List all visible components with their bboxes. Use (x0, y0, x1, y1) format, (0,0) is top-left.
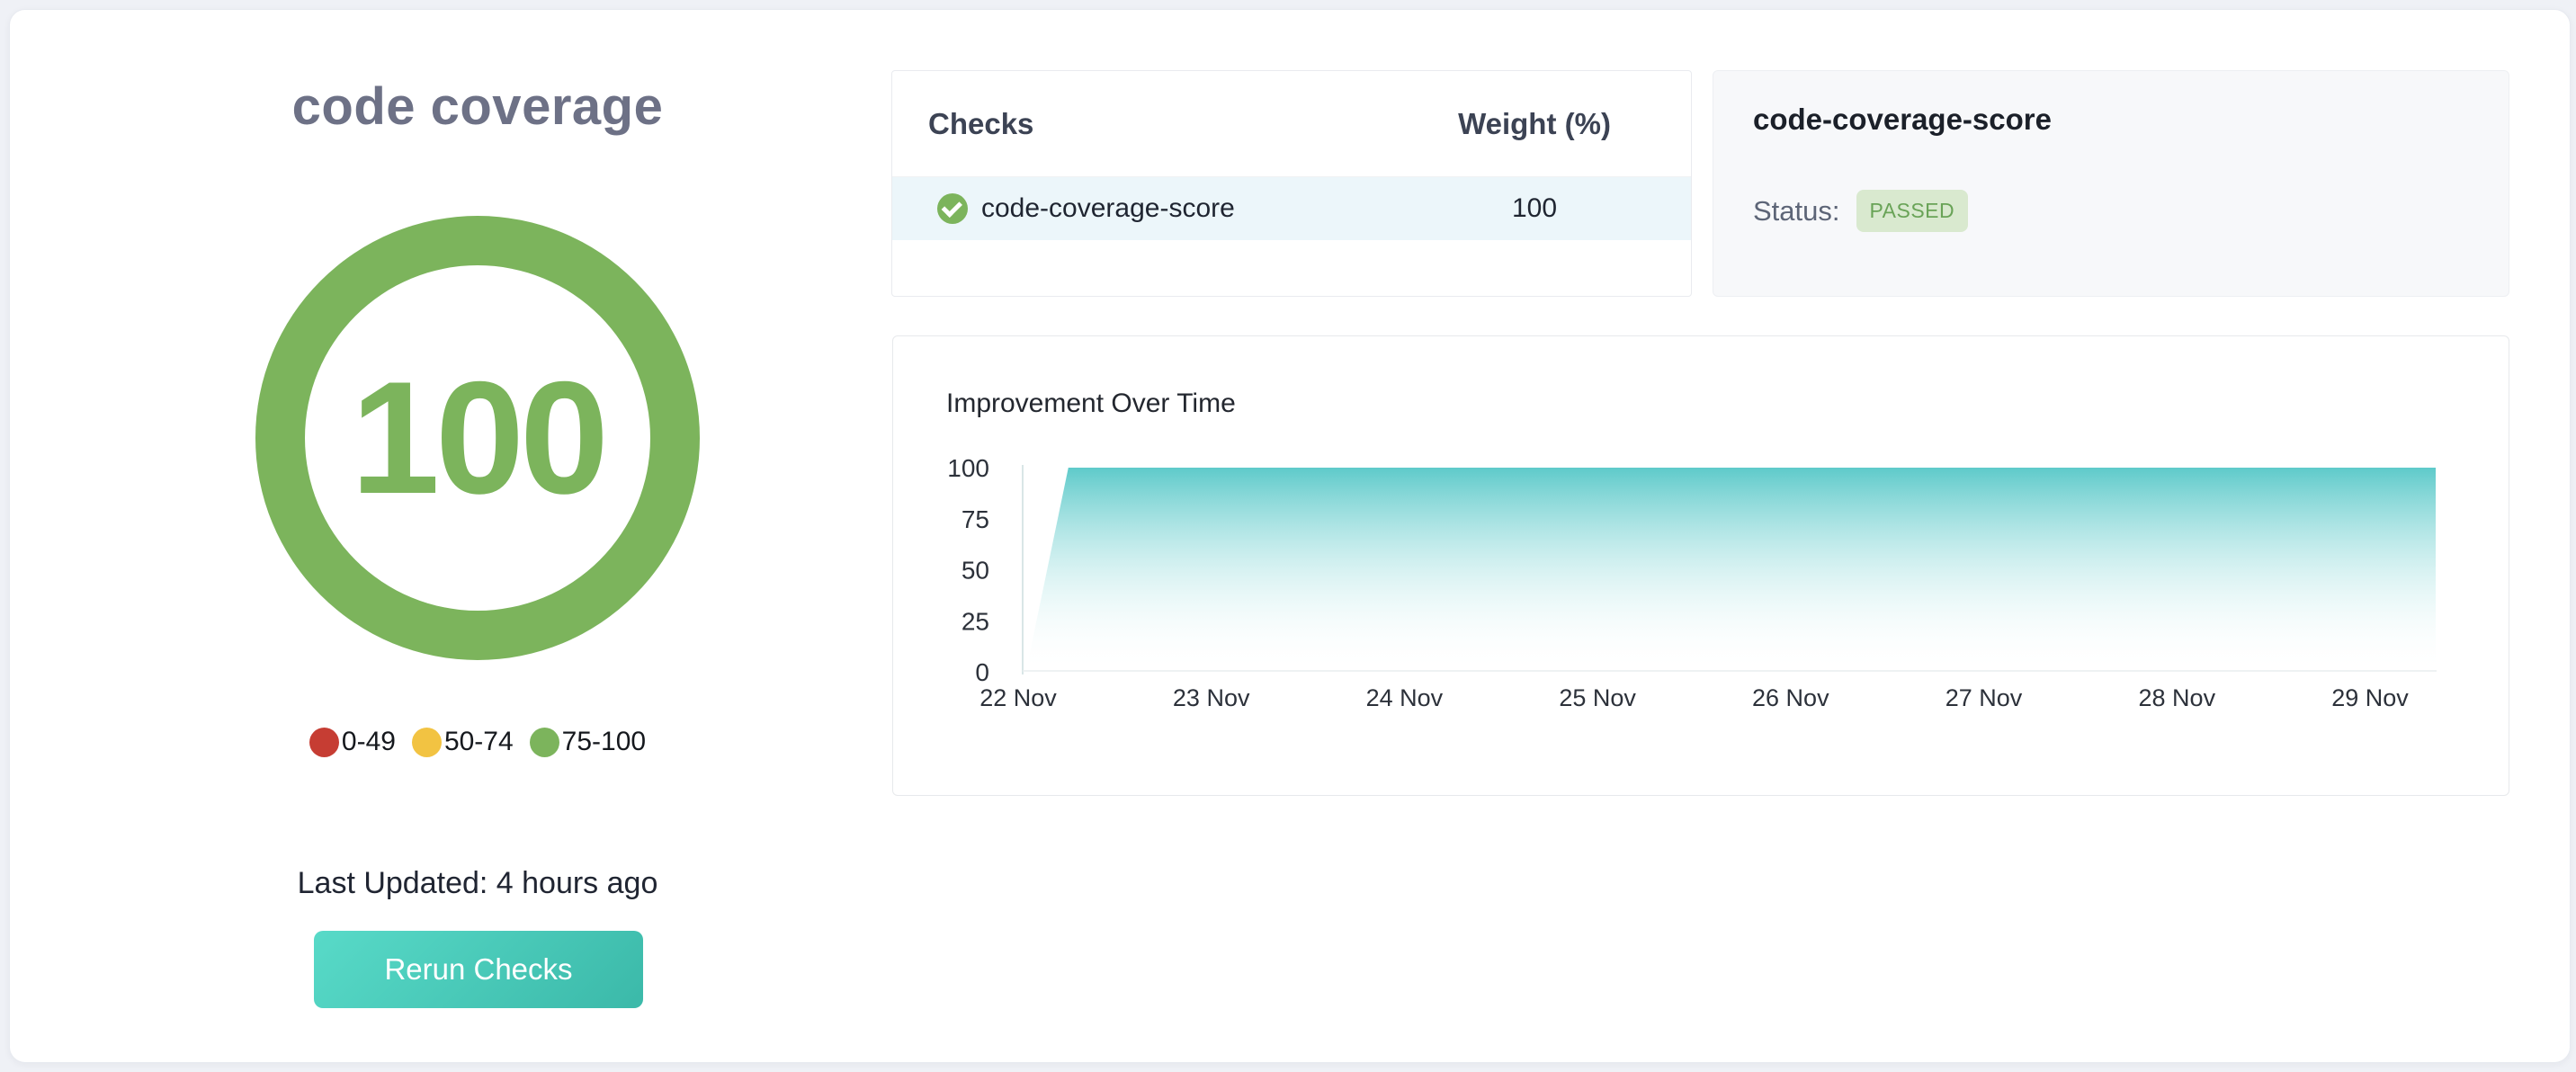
svg-text:23 Nov: 23 Nov (1173, 684, 1250, 711)
legend-item-high: 75-100 (529, 727, 647, 757)
svg-text:28 Nov: 28 Nov (2139, 684, 2216, 711)
check-detail-panel: code-coverage-score Status: PASSED (1713, 70, 2509, 297)
status-label: Status: (1753, 194, 1840, 227)
svg-text:0: 0 (975, 658, 989, 686)
checks-table-header: Checks Weight (%) (892, 71, 1691, 177)
score-value: 100 (351, 348, 609, 527)
check-passed-icon (937, 193, 968, 224)
column-header-weight: Weight (%) (1458, 106, 1611, 140)
legend-label: 0-49 (341, 727, 396, 756)
score-gauge: 100 (255, 216, 700, 660)
svg-text:29 Nov: 29 Nov (2331, 684, 2409, 711)
rerun-checks-button[interactable]: Rerun Checks (314, 931, 643, 1008)
check-weight: 100 (1511, 193, 1558, 223)
check-detail-title: code-coverage-score (1753, 103, 2052, 136)
checks-table-panel: Checks Weight (%) code-coverage-score 10… (891, 70, 1692, 297)
dashboard-card: code coverage 100 0-49 50-74 75-100 Last… (9, 9, 2571, 1063)
svg-text:27 Nov: 27 Nov (1945, 684, 2023, 711)
table-row[interactable]: code-coverage-score 100 (892, 177, 1691, 240)
svg-text:22 Nov: 22 Nov (979, 684, 1057, 711)
legend-label: 75-100 (561, 727, 647, 756)
improvement-area-chart: 100 75 50 25 022 Nov 23 Nov 24 Nov 25 Nov 26 Nov… (947, 454, 2437, 711)
svg-text:25: 25 (962, 607, 989, 635)
svg-text:75: 75 (962, 505, 989, 533)
chart-title: Improvement Over Time (946, 389, 1236, 418)
legend-item-low: 0-49 (309, 727, 396, 757)
svg-text:50: 50 (962, 557, 989, 585)
legend-dot-yellow-icon (411, 727, 442, 757)
column-header-checks: Checks (928, 106, 1034, 140)
legend-label: 50-74 (443, 727, 514, 756)
legend-dot-red-icon (309, 727, 339, 757)
improvement-chart-panel: Improvement Over Time 100 75 50 25 0 22 Nov 23… (892, 335, 2509, 796)
status-badge: PASSED (1856, 190, 1969, 232)
last-updated-text: Last Updated: 4 hours ago (297, 866, 658, 900)
check-name: code-coverage-score (981, 193, 1235, 223)
status-row: Status: PASSED (1753, 190, 1969, 232)
svg-text:24 Nov: 24 Nov (1366, 684, 1444, 711)
legend-item-mid: 50-74 (411, 727, 514, 757)
svg-text:25 Nov: 25 Nov (1559, 684, 1636, 711)
svg-text:100: 100 (947, 454, 989, 482)
score-legend: 0-49 50-74 75-100 (172, 727, 783, 757)
page-title: code coverage (291, 77, 664, 136)
svg-text:26 Nov: 26 Nov (1752, 684, 1829, 711)
legend-dot-green-icon (529, 727, 559, 757)
score-gauge-inner: 100 (305, 265, 650, 611)
